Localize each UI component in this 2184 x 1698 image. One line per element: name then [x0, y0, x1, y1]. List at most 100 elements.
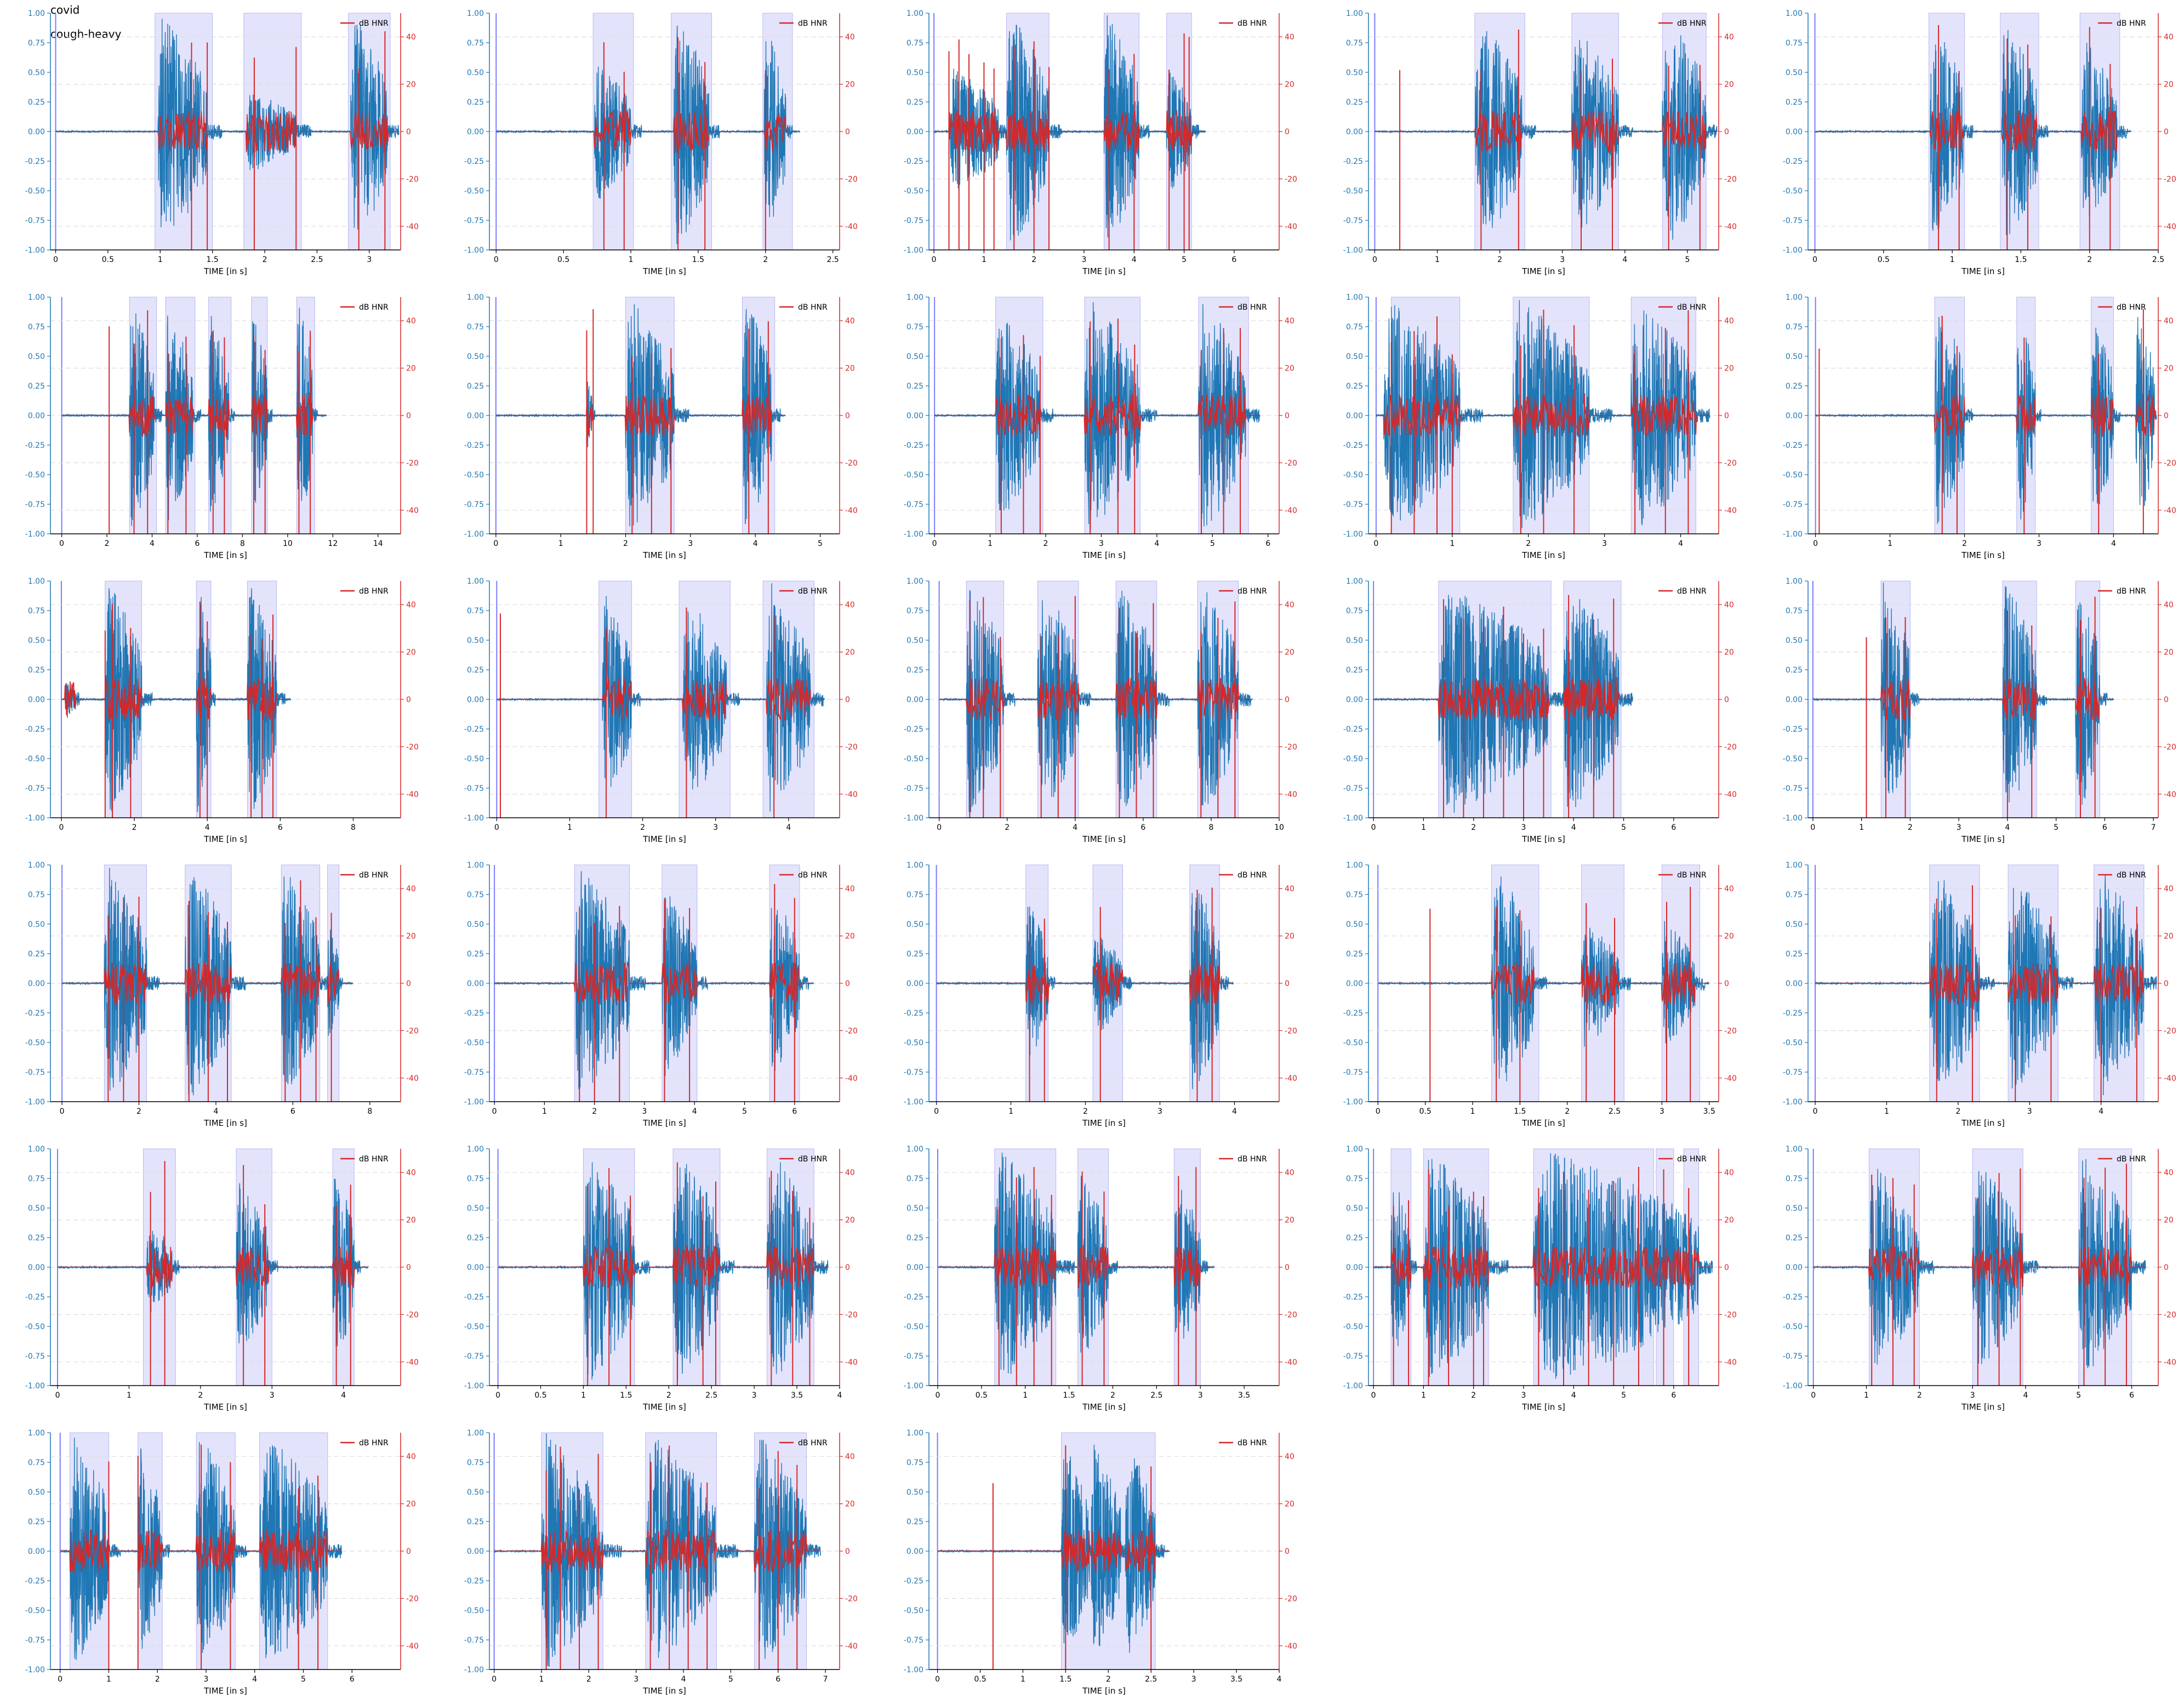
y2-tick-label: 0 [2164, 1263, 2169, 1272]
y-tick-label: 0.25 [1786, 98, 1803, 107]
y2-tick-label: 40 [845, 33, 855, 42]
y-tick-label: 0.25 [467, 1234, 484, 1243]
x-axis-label: TIME [in s] [203, 266, 247, 276]
y-tick-label: 0.25 [1786, 666, 1803, 675]
y-tick-label: 0.00 [906, 128, 923, 136]
x-tick-label: 3 [1970, 1391, 1975, 1400]
y-tick-label: 0.25 [1786, 950, 1803, 959]
y2-tick-label: -40 [1285, 506, 1297, 515]
y2-tick-label: 40 [1724, 601, 1734, 609]
y2-tick-label: -20 [406, 459, 419, 468]
y-tick-label: -1.00 [1343, 1382, 1363, 1391]
y-tick-label: 0.50 [467, 1204, 484, 1213]
y2-tick-label: -20 [845, 459, 858, 468]
x-axis-label: TIME [in s] [642, 1402, 686, 1412]
y2-tick-label: 0 [1285, 1263, 1290, 1272]
y-tick-label: -0.50 [1343, 755, 1363, 763]
y-tick-label: -0.25 [904, 1293, 923, 1302]
y-tick-label: -0.25 [464, 157, 484, 166]
y-tick-label: -0.75 [904, 784, 923, 793]
x-tick-label: 1 [1435, 255, 1440, 264]
y-tick-label: 0.75 [1346, 607, 1363, 616]
x-tick-label: 2 [640, 823, 645, 832]
y-tick-label: -0.50 [464, 1039, 484, 1047]
subplot: -1.00 -0.75 -0.50 -0.25 0.00 0.25 0.50 0.75 1.00… [1783, 577, 2176, 844]
y2-tick-label: 20 [406, 932, 416, 941]
waveform-series [495, 25, 800, 244]
y2-tick-label: 40 [406, 317, 416, 326]
y2-tick-label: -40 [406, 506, 419, 515]
y2-tick-label: 0 [845, 1547, 850, 1556]
y-tick-label: -0.75 [464, 1636, 484, 1645]
x-tick-label: 6 [1141, 823, 1145, 832]
x-axis-label: TIME [in s] [1961, 1402, 2005, 1412]
y2-tick-label: -40 [1724, 790, 1737, 799]
x-axis-label: TIME [in s] [642, 266, 686, 276]
x-tick-label: 2.5 [1150, 1391, 1162, 1400]
y-tick-label: -0.75 [25, 1068, 45, 1077]
x-tick-label: 1 [1884, 1107, 1889, 1116]
y-tick-label: -0.25 [904, 157, 923, 166]
y-tick-label: -0.25 [25, 157, 45, 166]
x-tick-label: 0.5 [976, 1391, 988, 1400]
y2-tick-label: -40 [845, 790, 858, 799]
y-tick-label: 1.00 [28, 577, 45, 586]
y-tick-label: -1.00 [25, 1666, 45, 1674]
y2-tick-label: 40 [406, 601, 416, 609]
y-tick-label: -0.75 [1343, 1068, 1363, 1077]
y-tick-label: 0.25 [467, 950, 484, 959]
y2-tick-label: -40 [845, 223, 858, 231]
y-tick-label: -0.50 [904, 755, 923, 763]
y2-tick-label: 20 [406, 1216, 416, 1225]
y-tick-label: -0.50 [25, 1606, 45, 1615]
y-tick-label: -0.75 [1343, 784, 1363, 793]
y2-tick-label: 40 [1285, 317, 1295, 326]
legend-label: dB HNR [1677, 19, 1707, 28]
y-tick-label: 0.75 [1786, 323, 1803, 332]
x-tick-label: 0 [1376, 1107, 1381, 1116]
y2-tick-label: 20 [2164, 81, 2174, 89]
hnr-series [55, 111, 399, 153]
y2-tick-label: -20 [1724, 743, 1737, 751]
x-tick-label: 4 [1571, 1391, 1576, 1400]
subplot: -1.00 -0.75 -0.50 -0.25 0.00 0.25 0.50 0.75 1.00… [1343, 293, 1737, 560]
legend-label: dB HNR [798, 587, 828, 596]
x-tick-label: 3.5 [1703, 1107, 1715, 1116]
y-tick-label: 0.25 [1346, 950, 1363, 959]
x-tick-label: 0 [59, 823, 64, 832]
y2-tick-label: 0 [845, 979, 850, 988]
subplot: -1.00 -0.75 -0.50 -0.25 0.00 0.25 0.50 0.75 1.00… [25, 1145, 419, 1412]
x-tick-label: 4 [1073, 823, 1077, 832]
x-tick-label: 3 [1082, 255, 1087, 264]
y2-tick-label: 20 [1724, 932, 1734, 941]
y2-tick-label: -20 [406, 1027, 419, 1035]
y2-tick-label: -20 [845, 175, 858, 184]
x-axis-label: TIME [in s] [1521, 1118, 1565, 1128]
y2-tick-label: -40 [2164, 1074, 2176, 1083]
y-tick-label: 0.50 [28, 352, 45, 361]
x-tick-label: 2 [1565, 1107, 1570, 1116]
y-tick-label: -1.00 [1783, 1382, 1803, 1391]
y-tick-label: -0.75 [25, 216, 45, 225]
y-tick-label: 1.00 [467, 861, 484, 870]
y2-tick-label: -20 [1285, 175, 1297, 184]
y-tick-label: -0.25 [464, 725, 484, 734]
legend-label: dB HNR [798, 303, 828, 312]
y2-tick-label: -40 [406, 1074, 419, 1083]
x-tick-label: 3.5 [791, 1391, 803, 1400]
y-tick-label: 0.00 [1786, 128, 1803, 136]
y2-tick-label: 0 [2164, 696, 2169, 704]
x-tick-label: 0 [58, 1675, 62, 1684]
legend-label: dB HNR [1238, 1439, 1267, 1448]
x-tick-label: 1 [539, 1675, 544, 1684]
x-tick-label: 6 [1671, 1391, 1676, 1400]
y2-tick-label: -20 [2164, 1310, 2176, 1319]
x-tick-label: 2.5 [1145, 1675, 1157, 1684]
y-tick-label: 0.75 [28, 1175, 45, 1183]
x-tick-label: 3 [2037, 539, 2042, 548]
y2-tick-label: -20 [1285, 459, 1297, 468]
y-tick-label: 0.00 [1346, 128, 1363, 136]
y2-tick-label: 40 [1285, 885, 1295, 893]
y2-tick-label: 40 [406, 1169, 416, 1177]
y2-tick-label: 40 [2164, 317, 2174, 326]
